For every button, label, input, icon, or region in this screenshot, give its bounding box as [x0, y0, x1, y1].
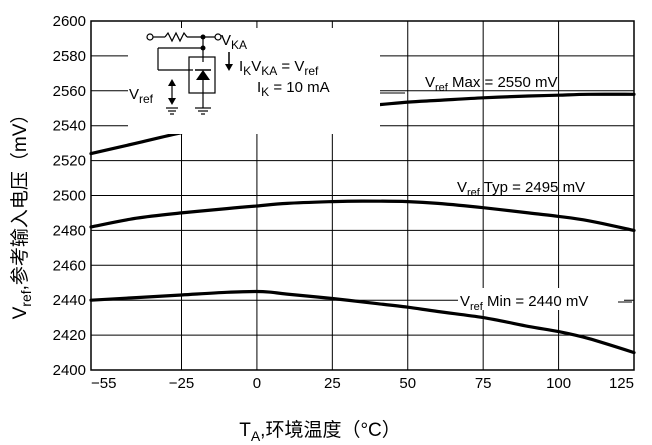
y-tick-label: 2540: [53, 118, 86, 135]
vka-terminal: [214, 33, 222, 41]
y-tick-label: 2520: [53, 153, 86, 170]
x-tick-label: −55: [91, 375, 116, 392]
curve-label-max: Vref Max = 2550 mV: [355, 74, 558, 94]
y-tick-label: 2400: [53, 362, 86, 379]
x-tick-label: 125: [609, 375, 634, 392]
reference-ic: [188, 56, 216, 94]
plot-frame: [90, 20, 635, 371]
y-tick-labels: 2400 2420 2440 2460 2480 2500 2520 2540 2560 2580…: [53, 13, 86, 379]
vka-label: VKA: [221, 32, 247, 52]
curve-label-typ: Vref Typ = 2495 mV: [457, 179, 585, 199]
input-terminal: [146, 33, 154, 41]
x-tick-label: 100: [546, 375, 571, 392]
vref-arrow-up: [168, 79, 176, 86]
plot-border: [90, 20, 635, 371]
series-line-typ: [89, 199, 636, 232]
x-tick-labels: −55 −25 0 25 50 75 100 125: [91, 375, 634, 392]
vref-arrow-down: [168, 98, 176, 105]
y-tick-label: 2600: [53, 13, 86, 30]
x-tick-label: 25: [324, 375, 341, 392]
x-tick-label: 0: [253, 375, 261, 392]
y-tick-label: 2460: [53, 257, 86, 274]
y-tick-label: 2420: [53, 327, 86, 344]
y-tick-label: 2500: [53, 188, 86, 205]
ik-arrow-head: [225, 64, 233, 71]
x-axis-title: TA,环境温度（°C）: [239, 419, 401, 444]
y-tick-label: 2440: [53, 292, 86, 309]
curve-label-min-text: Vref Min = 2440 mV: [460, 293, 588, 313]
resistor-icon: [164, 31, 188, 43]
x-tick-label: −25: [169, 375, 194, 392]
ik-vka-label: IKVKA = Vref: [239, 58, 319, 78]
y-axis-title: Vref,参考输入电压（mV）: [9, 105, 34, 320]
y-tick-label: 2580: [53, 48, 86, 65]
x-tick-label: 75: [475, 375, 492, 392]
vref-label: Vref: [129, 86, 154, 106]
circuit-background: [128, 28, 380, 134]
y-tick-label: 2560: [53, 83, 86, 100]
ik-label: IK = 10 mA: [257, 79, 330, 99]
series-line-min: [89, 289, 636, 355]
curve-label-max-text: Vref Max = 2550 mV: [425, 74, 558, 94]
y-tick-label: 2480: [53, 222, 86, 239]
curve-label-min-bg: [458, 288, 624, 310]
x-tick-label: 50: [399, 375, 416, 392]
zener-diode-icon: [196, 70, 210, 80]
curve-label-typ-text: Vref Typ = 2495 mV: [457, 179, 585, 199]
curve-label-min: Vref Min = 2440 mV: [458, 288, 632, 313]
test-circuit-diagram: VKA IKVKA = Vref IK = 10 mA Vref: [128, 28, 380, 134]
